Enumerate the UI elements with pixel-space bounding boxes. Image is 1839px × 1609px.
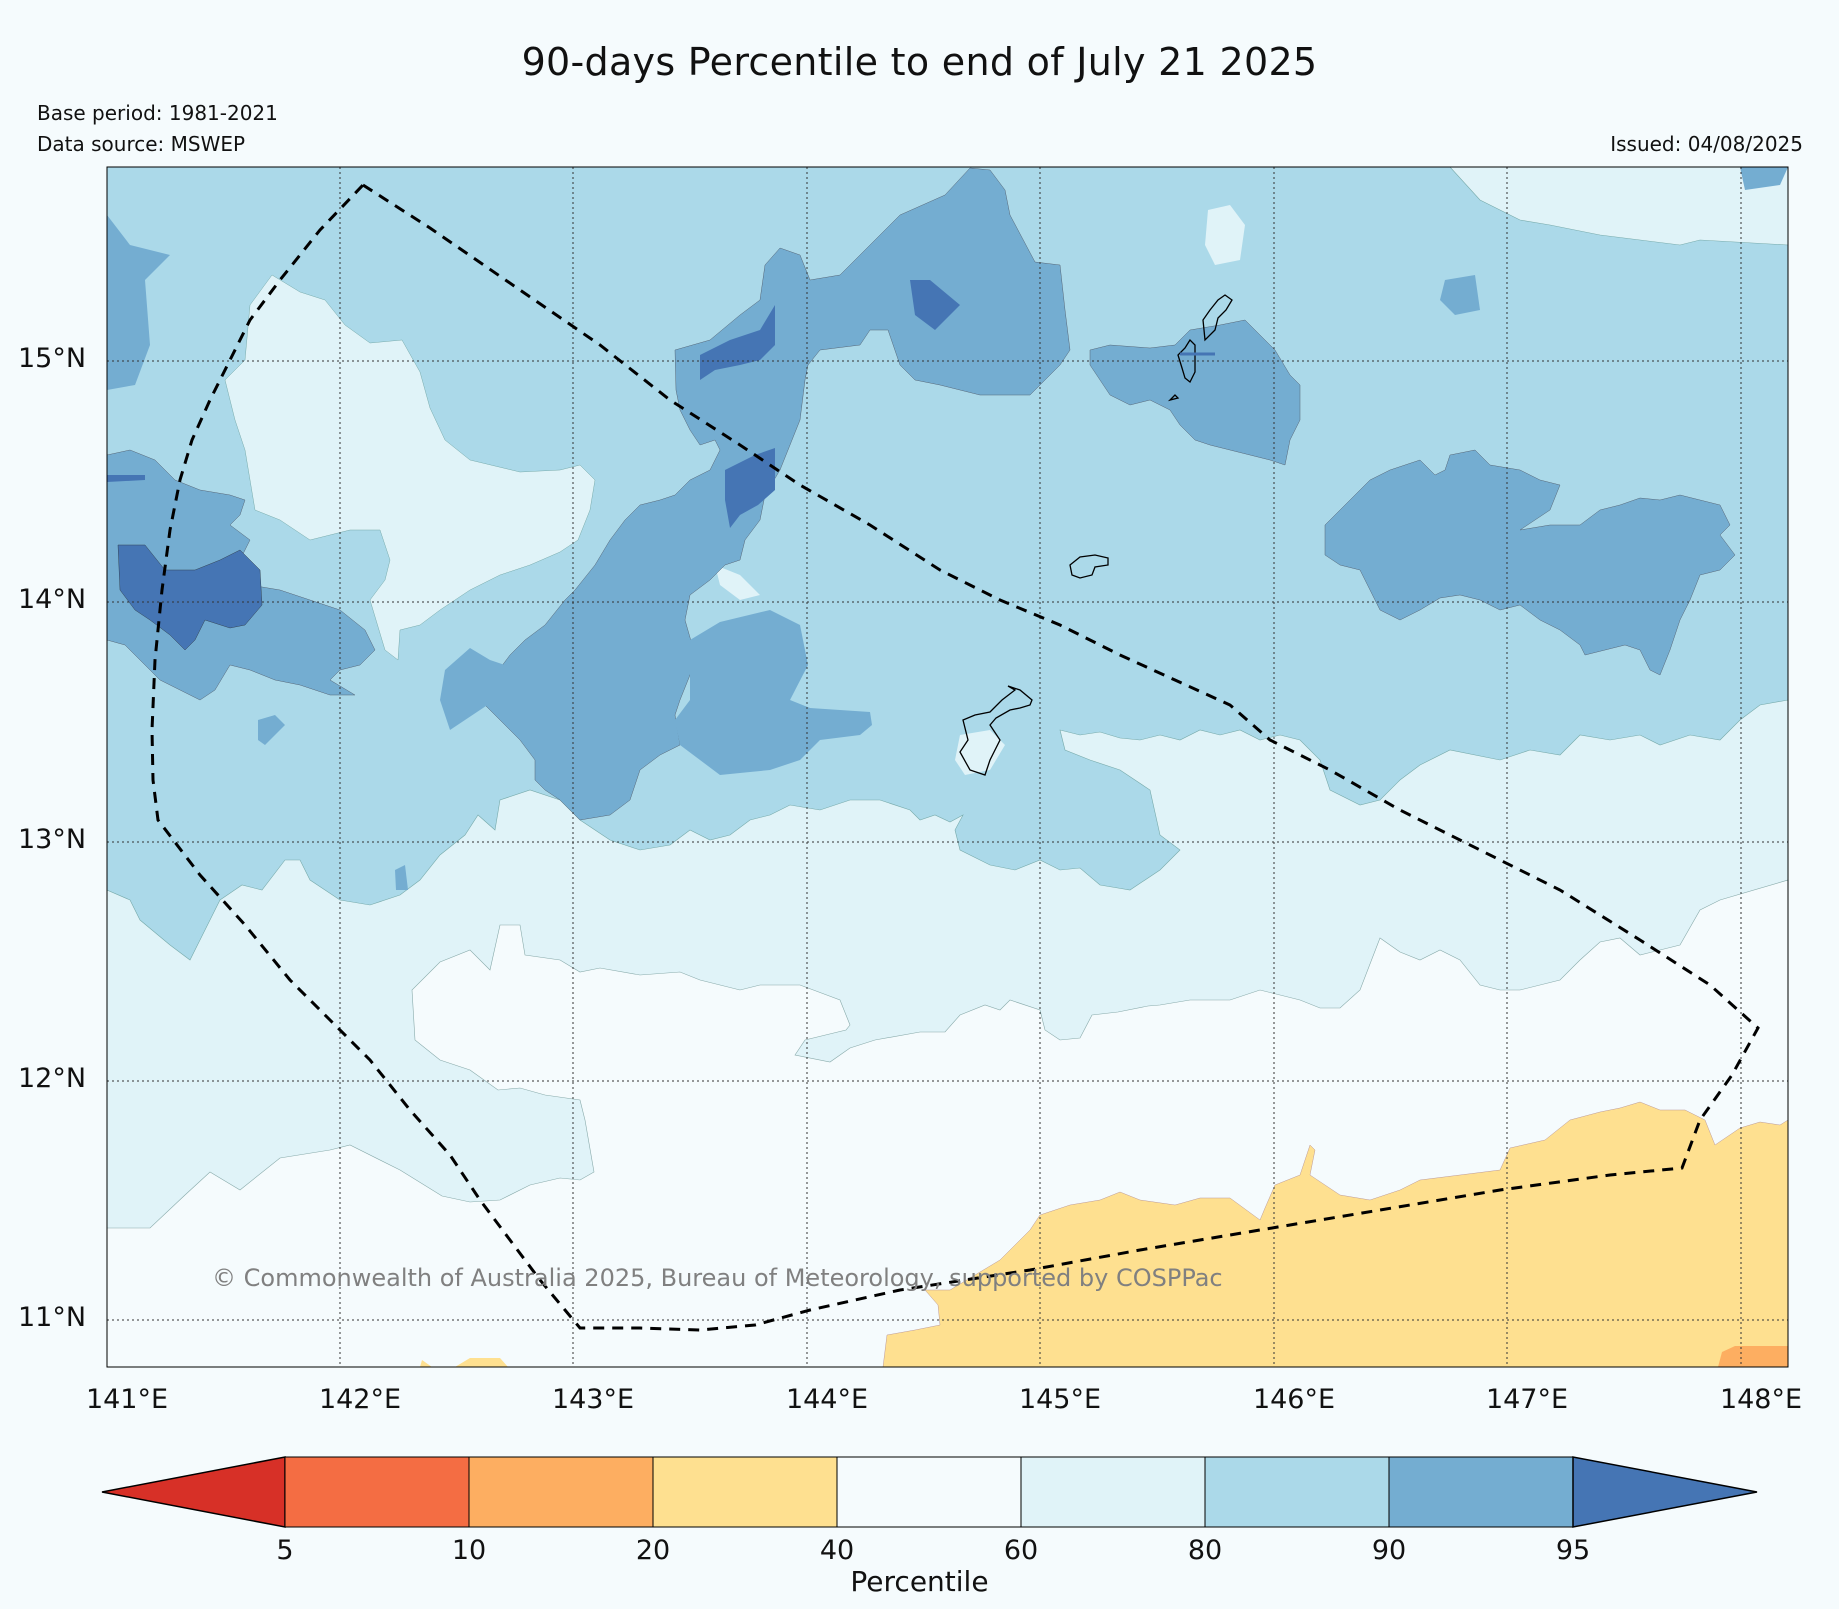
colorbar-extend-high [1572, 1456, 1758, 1528]
lon-label-148: 148°E [1719, 1384, 1803, 1415]
colorbar-label: Percentile [850, 1565, 989, 1598]
band-60-80-mid [1205, 205, 1245, 265]
lat-label-12: 12°N [18, 1063, 87, 1094]
island-rota [1069, 554, 1109, 579]
lon-label-141: 141°E [85, 1384, 169, 1415]
colorbar-tick-5: 5 [276, 1535, 294, 1566]
band-90-95-small-5 [1740, 167, 1788, 190]
lon-label-143: 143°E [551, 1384, 635, 1415]
band-60-80-ne [1600, 167, 1760, 190]
copyright-credit: © Commonwealth of Australia 2025, Bureau… [212, 1264, 1223, 1292]
band-90-95-small-1 [440, 648, 520, 730]
map-frame [106, 166, 1789, 1368]
band-above-95-mid [725, 448, 775, 528]
band-90-95-small-3 [1440, 275, 1480, 315]
colorbar-90-95 [1388, 1456, 1574, 1528]
island-tinian [1167, 394, 1180, 402]
colorbar-20-40 [652, 1456, 838, 1528]
lon-label-142: 142°E [318, 1384, 402, 1415]
band-90-95-east [1324, 449, 1736, 676]
issued-date-text: Issued: 04/08/2025 [1610, 132, 1803, 156]
band-above-95-ne [910, 280, 960, 330]
colorbar-extend-low [101, 1456, 286, 1528]
band-above-95-small [107, 475, 145, 482]
island-guam [959, 685, 1033, 776]
colorbar-tick-80: 80 [1187, 1535, 1223, 1566]
colorbar-60-80 [1020, 1456, 1206, 1528]
band-80-90 [107, 167, 1788, 961]
band-90-95-small-2 [258, 715, 285, 745]
island-saipan [1177, 338, 1196, 384]
data-source-text: Data source: MSWEP [37, 132, 246, 156]
map-title: 90-days Percentile to end of July 21 202… [521, 40, 1318, 84]
lat-label-14: 14°N [18, 584, 87, 615]
band-10-20 [1718, 1346, 1788, 1367]
band-90-95-ne [1089, 319, 1301, 466]
band-20-40 [882, 1101, 1788, 1367]
colorbar-tick-40: 40 [819, 1535, 855, 1566]
lon-label-144: 144°E [785, 1384, 869, 1415]
colorbar-tick-95: 95 [1555, 1535, 1591, 1566]
lon-label-147: 147°E [1485, 1384, 1569, 1415]
base-period-text: Base period: 1981-2021 [37, 101, 278, 125]
colorbar [101, 1456, 1758, 1528]
band-90-95-nw [107, 215, 170, 390]
colorbar-tick-10: 10 [451, 1535, 487, 1566]
band-20-40-small [455, 1358, 508, 1367]
coastlines [959, 294, 1233, 776]
colorbar-40-60 [836, 1456, 1022, 1528]
lat-label-11: 11°N [18, 1302, 87, 1333]
band-above-95-west [117, 544, 263, 651]
band-90-95-small-4 [395, 865, 408, 890]
lat-label-13: 13°N [18, 824, 87, 855]
band-20-40-small-2 [420, 1360, 432, 1367]
lon-label-145: 145°E [1018, 1384, 1102, 1415]
island-anatahan [1202, 294, 1233, 342]
map-area [107, 167, 1788, 1367]
band-90-95-center [479, 167, 1071, 821]
band-90-95-center-south [675, 610, 872, 775]
colorbar-10-20 [468, 1456, 654, 1528]
band-60-80-small [715, 565, 760, 600]
graticule [107, 167, 1788, 1367]
colorbar-tick-60: 60 [1003, 1535, 1039, 1566]
lon-label-146: 146°E [1252, 1384, 1336, 1415]
colorbar-tick-90: 90 [1371, 1535, 1407, 1566]
colorbar-5-10 [284, 1456, 470, 1528]
colorbar-80-90 [1204, 1456, 1390, 1528]
colorbar-tick-20: 20 [635, 1535, 671, 1566]
eez-boundary [150, 183, 1760, 1332]
lat-label-15: 15°N [18, 343, 87, 374]
